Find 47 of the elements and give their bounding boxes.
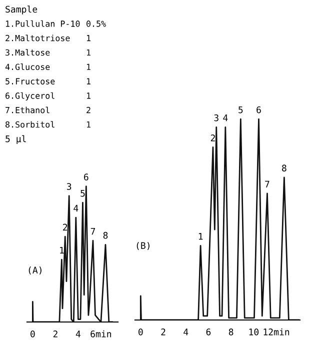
text: 1 (87, 64, 90, 70)
text: Sample (6, 6, 38, 14)
text: (B) (136, 242, 150, 250)
text: 5 μl (6, 135, 26, 144)
annotation: 1 (198, 233, 203, 240)
annotation: 8 (103, 232, 108, 239)
text: 1 (87, 121, 90, 128)
text: 8.Sorbitol (6, 121, 54, 128)
x-tick-label: 6 (206, 328, 211, 336)
text: 0.5% (86, 20, 106, 27)
x-tick-label: 0 (138, 328, 143, 336)
annotation: 6 (84, 174, 88, 180)
annotation: 7 (265, 180, 270, 188)
annotation: 5 (238, 106, 243, 114)
annotation: 4 (223, 114, 228, 122)
text: 3.Maltose (6, 49, 50, 56)
text: 5.Fructose (6, 78, 55, 84)
text: 1 (87, 49, 90, 56)
text: 2.Maltotriose (6, 34, 70, 42)
annotation: 2 (210, 134, 215, 142)
annotation: 7 (90, 228, 96, 235)
x-tick-label: 2 (161, 328, 166, 336)
annotation: 3 (214, 114, 218, 122)
text: 2 (86, 106, 90, 114)
annotation: 4 (74, 204, 78, 212)
annotation: 2 (63, 224, 68, 230)
annotation: 5 (80, 190, 85, 197)
text: 1.Pullulan P-10 (6, 20, 80, 27)
x-tick-label: 12min (264, 328, 290, 336)
x-tick-label: 0 (30, 330, 35, 338)
annotation: 1 (60, 246, 64, 254)
text: 1 (87, 35, 90, 42)
annotation: 8 (282, 164, 286, 172)
x-tick-label: 4 (76, 330, 80, 338)
text: 1 (87, 92, 90, 99)
annotation: 3 (66, 183, 72, 190)
x-tick-label: 2 (53, 330, 58, 338)
text: 7.Ethanol (6, 106, 50, 114)
text: 6.Glycerol (6, 92, 54, 100)
text: 4.Glucose (5, 64, 50, 70)
x-tick-label: 6min (90, 330, 112, 338)
x-tick-label: 10 (249, 328, 259, 336)
x-tick-label: 8 (228, 328, 234, 336)
annotation: 6 (256, 106, 261, 114)
text: (A) (28, 266, 42, 275)
x-tick-label: 4 (184, 328, 188, 336)
text: 1 (87, 78, 90, 84)
